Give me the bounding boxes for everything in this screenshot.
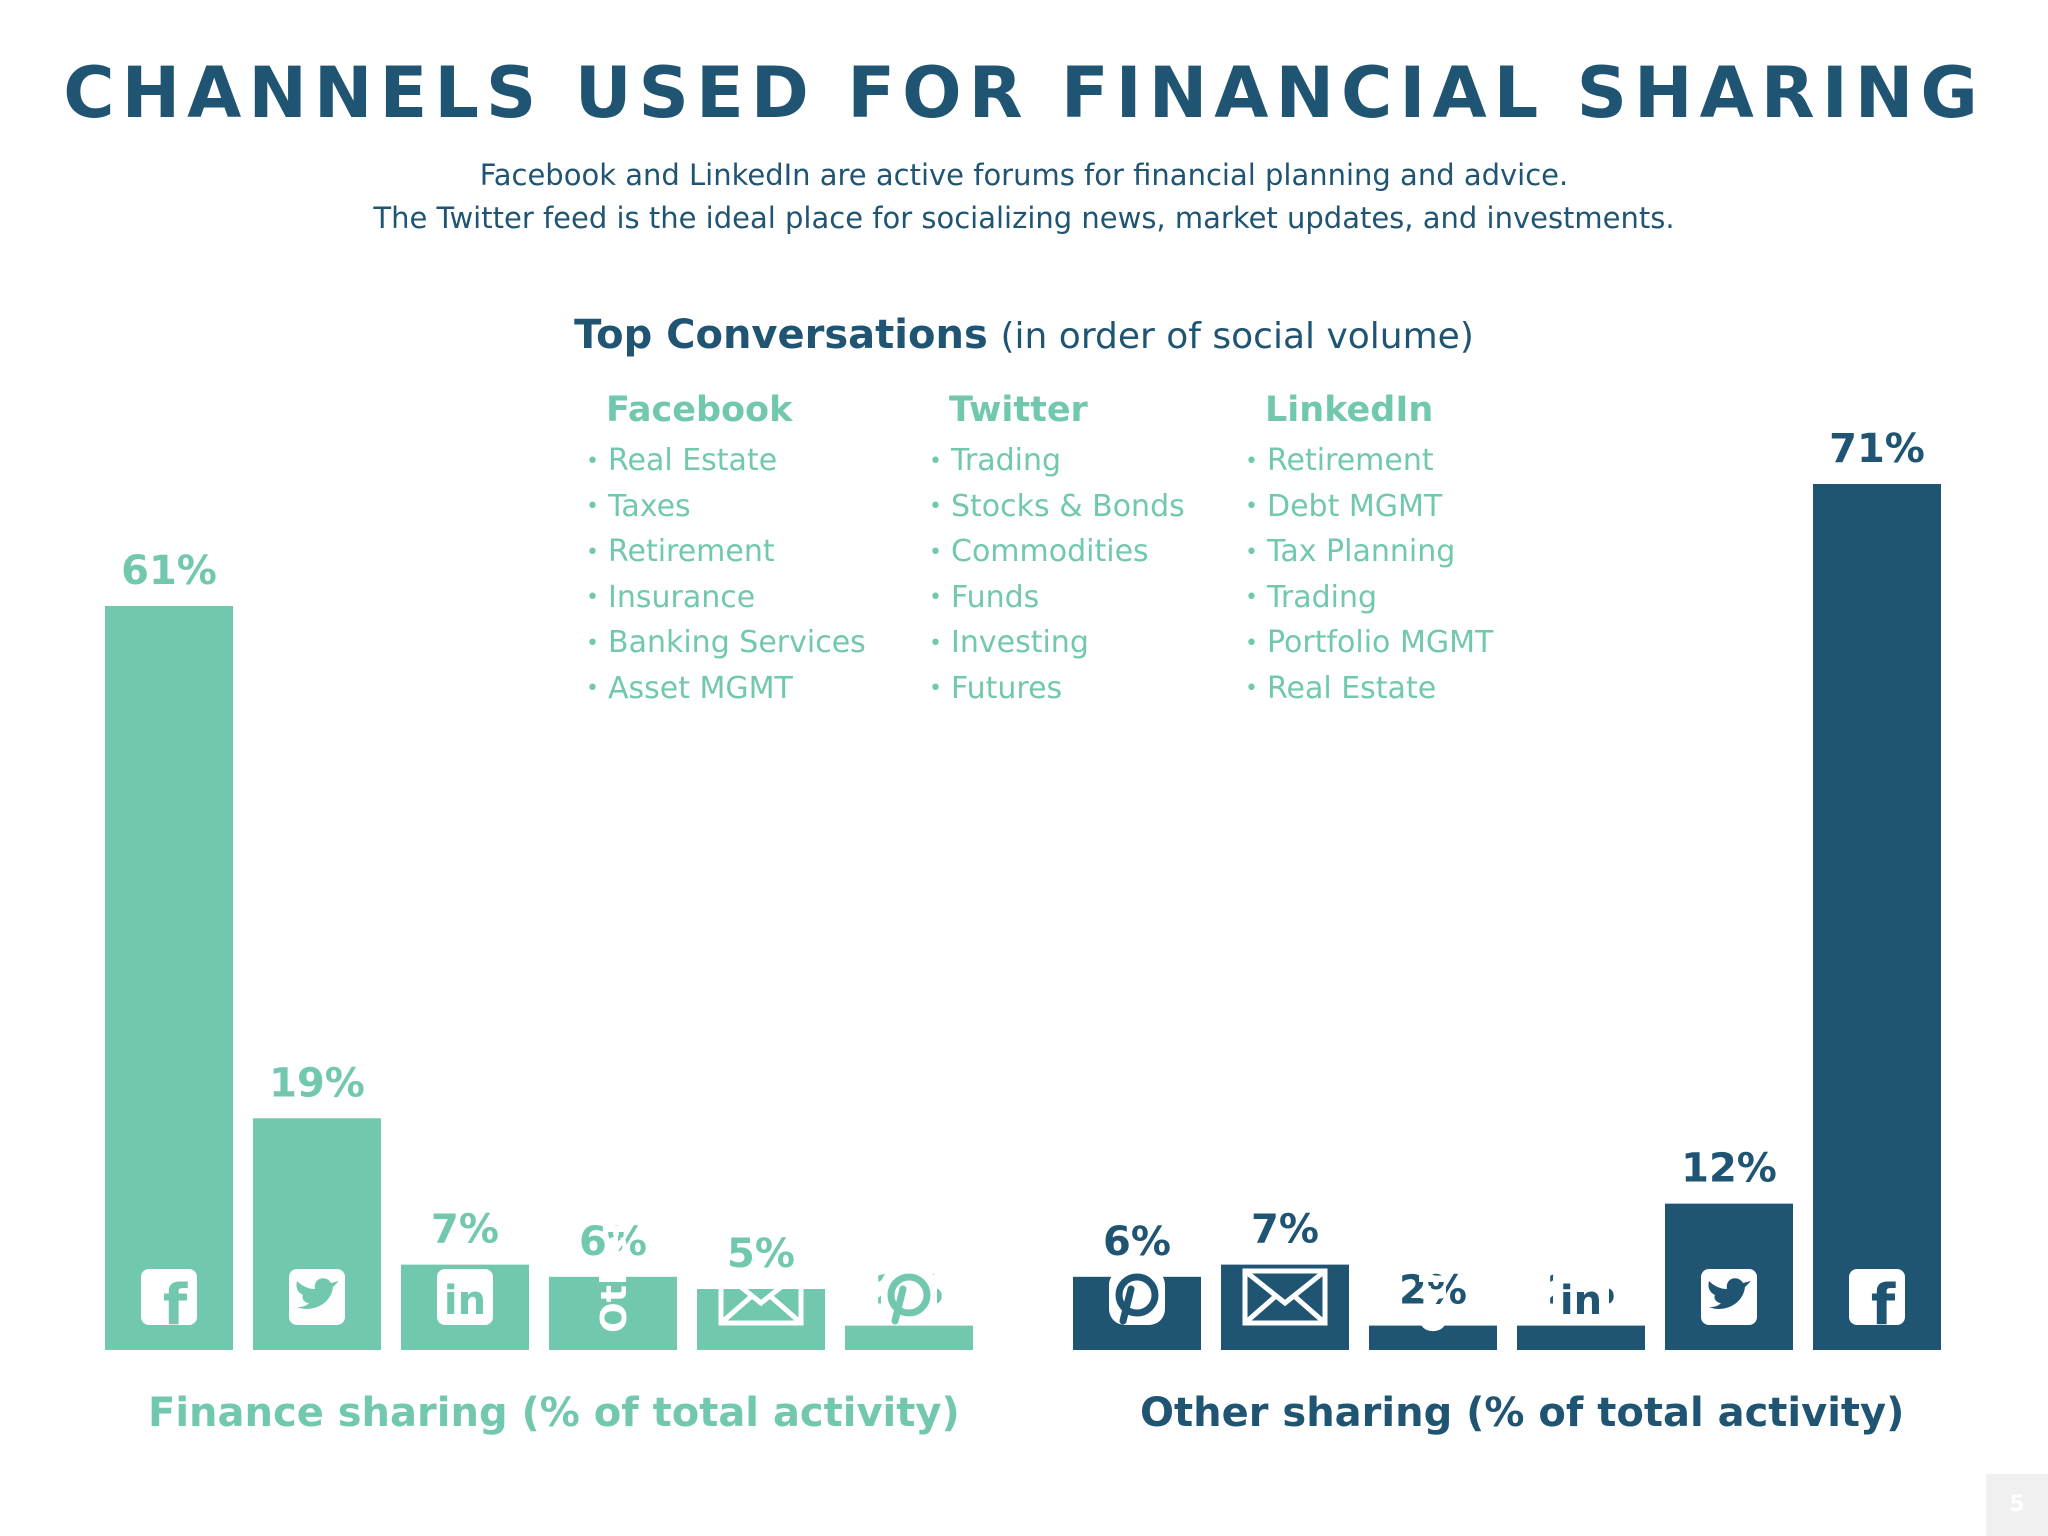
- facebook-icon: f: [141, 1269, 197, 1338]
- data-label: 61%: [121, 548, 217, 594]
- list-item: • Funds: [929, 579, 1040, 615]
- list-item: • Trading: [1245, 579, 1378, 615]
- other-sharing-legend: Other sharing (% of total activity): [1140, 1390, 1905, 1436]
- subtitle-line-1: Facebook and LinkedIn are active forums …: [479, 158, 1569, 192]
- pinterest-icon: [1109, 1269, 1165, 1325]
- list-item: • Investing: [929, 625, 1089, 660]
- bar-group-Other: 6%Other: [549, 1217, 677, 1350]
- list-item: • Real Estate: [586, 443, 778, 478]
- bar-group-email: 5%: [697, 1231, 825, 1350]
- list-item: • Tax Planning: [1245, 534, 1456, 569]
- linkedin-icon: in: [437, 1269, 493, 1325]
- bar-group-facebook: 71% f: [1813, 426, 1941, 1350]
- subtitle-line-2: The Twitter feed is the ideal place for …: [373, 201, 1675, 235]
- column-heading: LinkedIn: [1265, 390, 1434, 430]
- list-item: • Taxes: [586, 488, 691, 524]
- conversation-column-facebook: Facebook • Real Estate • Taxes • Retirement…: [586, 390, 866, 711]
- list-item: • Trading: [929, 443, 1062, 478]
- bar-Other: [549, 1276, 677, 1350]
- svg-text:f: f: [163, 1273, 188, 1338]
- data-label: 12%: [1681, 1146, 1777, 1192]
- svg-text:in: in: [444, 1278, 486, 1324]
- column-heading: Facebook: [606, 390, 793, 430]
- list-item: • Asset MGMT: [586, 670, 793, 706]
- data-label: 6%: [1103, 1219, 1171, 1265]
- data-label: 7%: [1251, 1207, 1319, 1253]
- bar-group-pinterest: 2%: [845, 1268, 973, 1350]
- list-item: • Insurance: [586, 579, 756, 615]
- finance-sharing-legend: Finance sharing (% of total activity): [148, 1390, 960, 1436]
- data-label: 71%: [1829, 426, 1925, 472]
- bar-pinterest: [845, 1325, 973, 1350]
- list-item: • Retirement: [586, 534, 775, 569]
- data-label: 6%: [579, 1219, 647, 1265]
- bar-group-pinterest: 6%: [1073, 1219, 1201, 1350]
- category-label-other: Other: [1414, 1217, 1455, 1333]
- list-item: • Retirement: [1245, 443, 1434, 478]
- top-conversations-note: (in order of social volume): [1000, 316, 1474, 357]
- bar-email: [1221, 1264, 1349, 1350]
- bar-group-Other: 2%Other: [1369, 1217, 1497, 1350]
- column-heading: Twitter: [949, 390, 1088, 430]
- bar-linkedin: [1517, 1325, 1645, 1350]
- email-icon: [718, 1268, 804, 1326]
- list-item: • Futures: [929, 670, 1063, 706]
- bar-group-linkedin: 7% in: [401, 1207, 529, 1350]
- bar-group-twitter: 12%: [1665, 1146, 1793, 1350]
- bar-group-facebook: 61% f: [105, 548, 233, 1350]
- facebook-icon: f: [1849, 1269, 1905, 1338]
- top-conversations-heading: Top Conversations (in order of social vo…: [0, 312, 2048, 358]
- list-item: • Banking Services: [586, 625, 866, 660]
- bar-facebook: [105, 605, 233, 1350]
- list-item: • Commodities: [929, 534, 1149, 569]
- bar-email: [697, 1289, 825, 1350]
- bar-facebook: [1813, 484, 1941, 1350]
- linkedin-icon: in: [1553, 1269, 1609, 1325]
- conversation-column-linkedin: LinkedIn • Retirement • Debt MGMT • Tax Pla…: [1245, 390, 1493, 711]
- email-icon: [1242, 1268, 1328, 1326]
- svg-text:f: f: [1871, 1273, 1896, 1338]
- twitter-icon: [1701, 1269, 1757, 1325]
- list-item: • Real Estate: [1245, 670, 1437, 706]
- bar-group-email: 7%: [1221, 1207, 1349, 1350]
- data-label: 19%: [269, 1060, 365, 1106]
- data-label: 7%: [431, 1207, 499, 1253]
- list-item: • Stocks & Bonds: [929, 488, 1185, 524]
- data-label: 2%: [1399, 1268, 1467, 1314]
- bar-group-twitter: 19%: [253, 1060, 381, 1350]
- conversation-column-twitter: Twitter • Trading • Stocks & Bonds • Commod…: [929, 390, 1185, 711]
- bar-Other: [1369, 1325, 1497, 1350]
- page-title: CHANNELS USED FOR FINANCIAL SHARING: [63, 52, 1985, 134]
- page-number: 5: [1986, 1474, 2048, 1536]
- list-item: • Portfolio MGMT: [1245, 625, 1494, 660]
- svg-text:in: in: [1560, 1278, 1602, 1324]
- top-conversations-title: Top Conversations: [574, 312, 988, 358]
- pinterest-icon: [881, 1269, 937, 1325]
- list-item: • Debt MGMT: [1245, 488, 1443, 524]
- twitter-icon: [289, 1269, 345, 1325]
- bar-group-linkedin: 2%in: [1517, 1268, 1645, 1350]
- category-label-other: Other: [594, 1217, 635, 1333]
